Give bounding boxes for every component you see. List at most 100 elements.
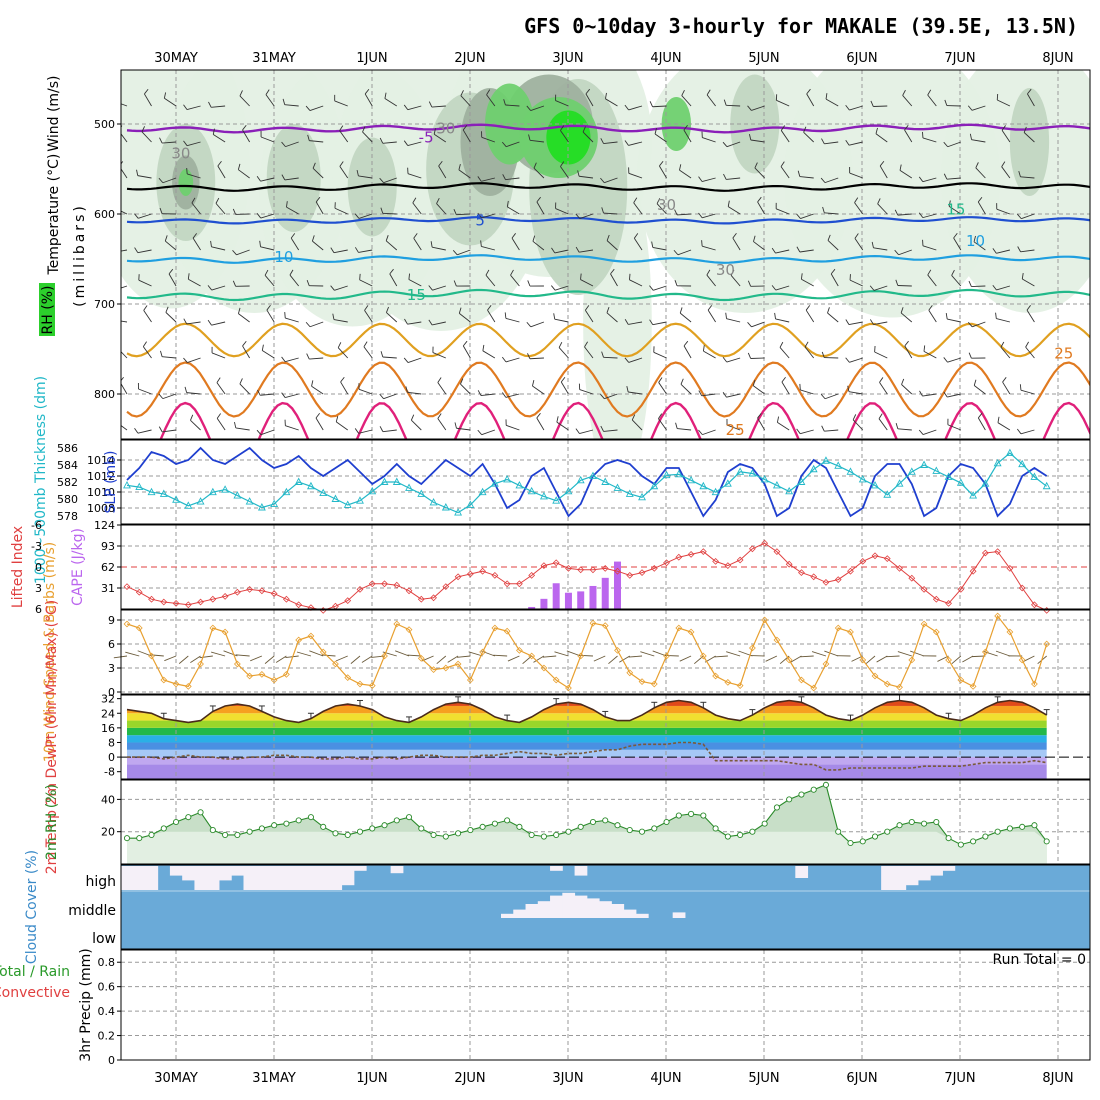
barb-5-54 [775, 285, 790, 291]
barb-0-24 [407, 105, 422, 111]
thickness-point-33 [527, 486, 536, 495]
barb-tick-7-36 [558, 342, 563, 348]
barb-5-24 [408, 279, 422, 287]
wind10m-barb-43 [640, 651, 655, 657]
barb-tick-3-22 [380, 207, 384, 214]
rh2m-point-56 [810, 786, 817, 793]
barb-5-30 [485, 274, 496, 287]
wind10m-point-17 [332, 660, 339, 668]
barb-tick-2-12 [256, 175, 261, 182]
barb-1-14 [285, 141, 299, 148]
wind10m-barb-69 [962, 655, 974, 663]
barb-9-56 [800, 429, 814, 435]
barb-2-68 [946, 177, 961, 180]
barb-tick-4-54 [771, 247, 776, 254]
wind10m-barb-41 [619, 655, 630, 663]
barb-tick-8-60 [847, 385, 850, 392]
barb-1-62 [875, 133, 888, 143]
barb-4-14 [290, 237, 300, 251]
barb-tick-6-16 [305, 321, 311, 328]
barb-8-18 [340, 381, 349, 395]
barb-tick-1-54 [780, 125, 786, 131]
cloud-mid-cell-45 [672, 912, 686, 918]
barb-6-28 [459, 313, 471, 323]
wind10m-point-28 [466, 676, 474, 684]
barb-4-44 [652, 247, 667, 251]
contour-label-1: 5 [475, 211, 485, 229]
thickness-point-47 [699, 481, 708, 490]
barb-3-8 [215, 203, 226, 215]
barb-0-32 [505, 104, 520, 107]
barb-3-62 [877, 203, 888, 215]
barb-tick-8-34 [532, 380, 535, 387]
barb-tick-6-6 [183, 318, 188, 325]
barb-2-34 [533, 167, 545, 179]
barb-tick-2-36 [560, 161, 565, 167]
barb-0-20 [364, 93, 373, 107]
barb-2-52 [754, 167, 765, 179]
lifted-index-point-72 [1006, 565, 1014, 572]
barb-8-44 [658, 382, 667, 395]
rh2m-point-30 [491, 820, 498, 827]
wind10m-point-21 [381, 652, 388, 660]
slp-thickness-panel: 578 580 582 584 586 1008 1010 1012 1014 1000~500… [33, 376, 1091, 584]
isotherm--5 [126, 123, 1090, 134]
barb-1-28 [462, 129, 471, 143]
thickness-point-38 [589, 471, 597, 479]
barb-5-12 [264, 275, 275, 287]
barb-4-58 [827, 240, 839, 251]
thickness-point-15 [306, 481, 315, 490]
barb-tick-9-2 [134, 427, 139, 434]
cloud-mid-cell-41 [623, 909, 637, 918]
barb-tick-3-56 [796, 213, 801, 219]
rh2m-frame [120, 779, 1091, 865]
lifted-index-point-50 [736, 556, 744, 564]
barb-tick-8-22 [379, 393, 384, 399]
temp-tick-16: 16 [101, 722, 115, 735]
barb-4-28 [457, 249, 471, 256]
barb-6-26 [432, 321, 446, 326]
rh2m-point-46 [688, 810, 695, 817]
barb-7-14 [285, 357, 299, 363]
barb-8-72 [1002, 381, 1011, 395]
barb-tick-1-20 [362, 126, 366, 133]
barb-1-56 [803, 131, 815, 143]
barb-tick-0-44 [649, 101, 653, 107]
barb-0-18 [334, 100, 348, 107]
barb-3-50 [727, 206, 741, 215]
rh2m-point-33 [528, 831, 535, 838]
barb-6-52 [751, 321, 765, 328]
wind10m-point-40 [614, 647, 621, 654]
barb-tick-5-50 [730, 269, 735, 276]
barb-tick-7-50 [722, 357, 728, 363]
barb-2-40 [604, 177, 618, 184]
barb-tick-8-24 [405, 386, 408, 393]
wind10m-barb-50 [726, 651, 741, 657]
barb-9-8 [216, 418, 226, 431]
lifted-index-point-17 [332, 602, 339, 610]
contour-label-7: 25 [726, 421, 745, 439]
barb-2-12 [260, 177, 275, 182]
barb-7-4 [162, 356, 177, 359]
contour-label-9: 30 [657, 196, 676, 214]
barb-6-54 [775, 318, 790, 323]
barb-tick-7-72 [1000, 341, 1005, 348]
cloud-high-cell-67 [942, 866, 956, 871]
lifted-index-point-32 [516, 580, 523, 588]
barb-tick-3-50 [727, 200, 730, 207]
barb-8-16 [311, 385, 324, 395]
barb-3-32 [507, 206, 520, 215]
rh2m-point-47 [700, 812, 707, 819]
wind10m-barb-74 [1023, 655, 1035, 662]
lifted-index-point-61 [871, 552, 879, 560]
barb-tick-8-6 [184, 386, 188, 393]
cloud-high-cell-5 [182, 866, 195, 881]
barb-tick-4-18 [330, 247, 335, 253]
barb-0-22 [384, 98, 398, 107]
barb-tick-4-26 [430, 241, 433, 248]
wind10m-barb-27 [447, 655, 459, 663]
lifted-index-point-30 [491, 572, 499, 579]
barb-4-72 [996, 249, 1011, 254]
rh2m-point-52 [761, 820, 768, 827]
contour-label-10: 30 [716, 261, 735, 279]
